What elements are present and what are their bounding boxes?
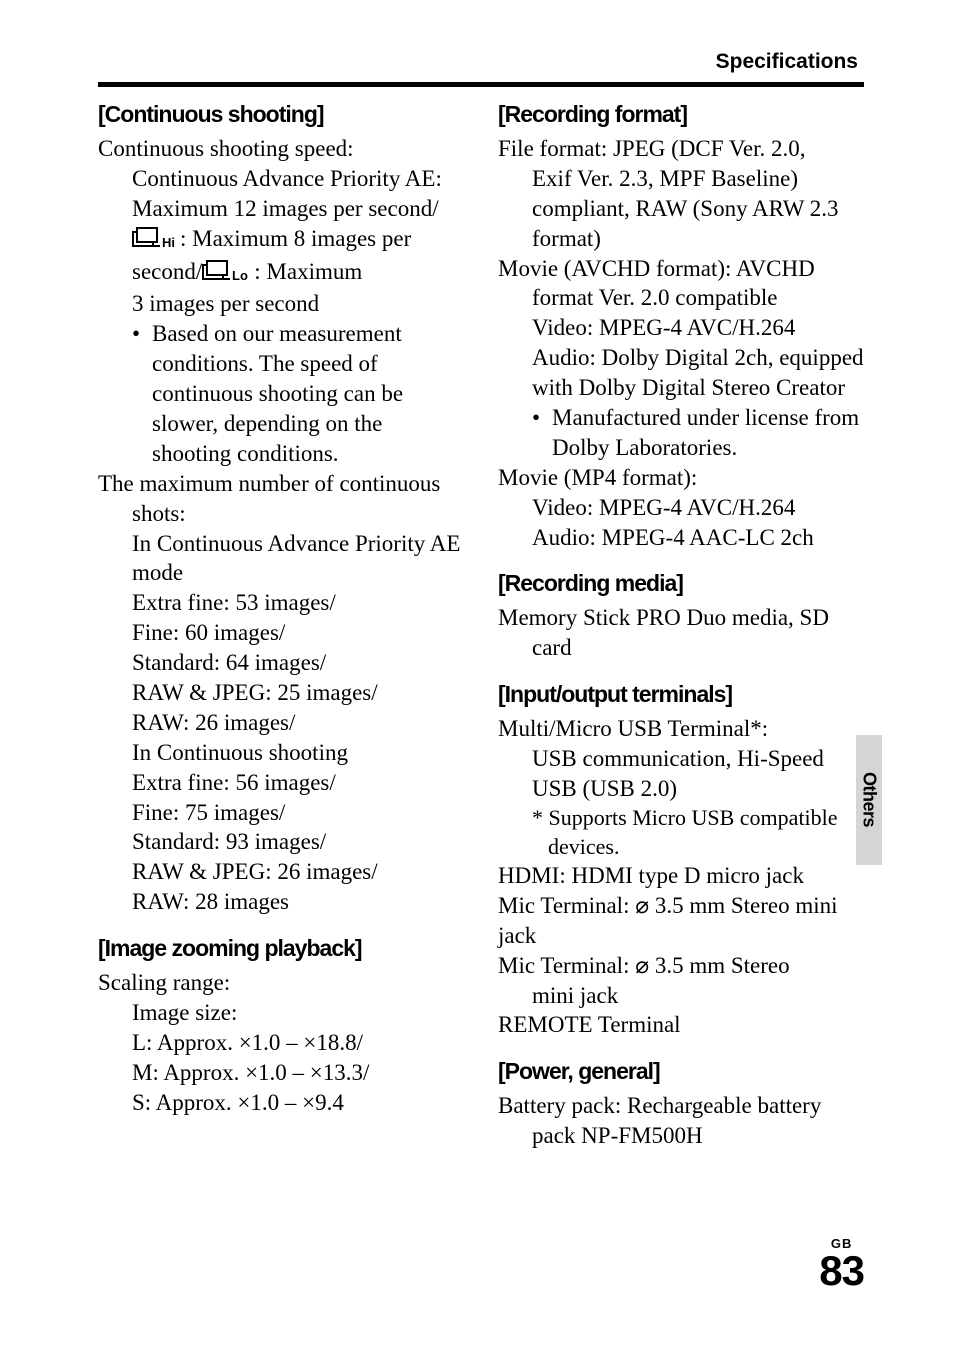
spec-line: L: Approx. ×1.0 – ×18.8/: [98, 1028, 464, 1058]
left-column: [Continuous shooting] Continuous shootin…: [98, 101, 464, 1151]
spec-line: Fine: 75 images/: [98, 798, 464, 828]
spec-text: Mic Terminal:: [498, 893, 635, 918]
section-io-terminals: [Input/output terminals]: [498, 681, 864, 708]
spec-footnote: devices.: [498, 833, 864, 862]
spec-bullet: • Manufactured under license from Dolby …: [498, 403, 864, 463]
spec-line: In Continuous shooting: [98, 738, 464, 768]
spec-line: card: [498, 633, 864, 663]
spec-line: RAW & JPEG: 26 images/: [98, 857, 464, 887]
side-tab-label: Others: [859, 772, 880, 827]
spec-line: In Continuous Advance Priority AE mode: [98, 529, 464, 589]
page-footer: GB 83: [819, 1236, 864, 1291]
spec-line: Audio: MPEG-4 AAC-LC 2ch: [498, 523, 864, 553]
spec-line: File format: JPEG (DCF Ver. 2.0,: [498, 134, 864, 164]
right-column: [Recording format] File format: JPEG (DC…: [498, 101, 864, 1151]
spec-footnote: * Supports Micro USB compatible: [498, 804, 864, 833]
page-number: 83: [819, 1251, 864, 1291]
spec-line: mini jack: [498, 981, 864, 1011]
spec-line: HDMI: HDMI type D micro jack: [498, 861, 864, 891]
spec-line: Video: MPEG-4 AVC/H.264: [498, 313, 864, 343]
svg-text:Lo: Lo: [232, 268, 248, 282]
diameter-icon: ⌀: [635, 952, 649, 978]
spec-line: Standard: 93 images/: [98, 827, 464, 857]
bullet-dot-icon: •: [532, 403, 552, 463]
spec-line: M: Approx. ×1.0 – ×13.3/: [98, 1058, 464, 1088]
spec-line: Extra fine: 53 images/: [98, 588, 464, 618]
spec-line: RAW: 28 images: [98, 887, 464, 917]
section-recording-media: [Recording media]: [498, 570, 864, 597]
spec-line: REMOTE Terminal: [498, 1010, 864, 1040]
spec-line: The maximum number of continuous: [98, 469, 464, 499]
spec-line: Video: MPEG-4 AVC/H.264: [498, 493, 864, 523]
spec-text: Based on our measurement conditions. The…: [152, 319, 464, 468]
spec-line: Movie (AVCHD format): AVCHD: [498, 254, 864, 284]
spec-line: Movie (MP4 format):: [498, 463, 864, 493]
spec-line: Fine: 60 images/: [98, 618, 464, 648]
spec-line: Extra fine: 56 images/: [98, 768, 464, 798]
spec-line: Mic Terminal: ⌀ 3.5 mm Stereo mini jack: [498, 891, 864, 951]
section-continuous-shooting: [Continuous shooting]: [98, 101, 464, 128]
burst-lo-icon: Lo: [202, 260, 252, 290]
spec-line: Audio: Dolby Digital 2ch, equipped with …: [498, 343, 864, 403]
spec-line: Multi/Micro USB Terminal*:: [498, 714, 864, 744]
spec-line: RAW: 26 images/: [98, 708, 464, 738]
spec-line: format Ver. 2.0 compatible: [498, 283, 864, 313]
bullet-dot-icon: •: [132, 319, 152, 468]
section-image-zooming: [Image zooming playback]: [98, 935, 464, 962]
spec-text: Manufactured under license from Dolby La…: [552, 403, 864, 463]
section-recording-format: [Recording format]: [498, 101, 864, 128]
spec-text: : Maximum: [254, 259, 362, 284]
spec-line: Image size:: [98, 998, 464, 1028]
spec-line: Continuous Advance Priority AE: Maximum …: [98, 164, 464, 224]
spec-line: Continuous shooting speed:: [98, 134, 464, 164]
diameter-icon: ⌀: [635, 892, 649, 918]
burst-hi-icon: Hi: [132, 227, 178, 257]
header-specifications: Specifications: [98, 50, 864, 82]
spec-line: Exif Ver. 2.3, MPF Baseline) compliant, …: [498, 164, 864, 254]
spec-line: Hi : Maximum 8 images per second/ Lo : M…: [98, 224, 464, 290]
spec-line: USB communication, Hi-Speed USB (USB 2.0…: [498, 744, 864, 804]
side-tab-others: Others: [856, 735, 882, 865]
svg-text:Hi: Hi: [162, 235, 175, 249]
spec-line: S: Approx. ×1.0 – ×9.4: [98, 1088, 464, 1118]
header-rule: [98, 82, 864, 87]
section-power-general: [Power, general]: [498, 1058, 864, 1085]
spec-bullet: • Based on our measurement conditions. T…: [98, 319, 464, 468]
spec-line: pack NP-FM500H: [498, 1121, 864, 1151]
spec-line: shots:: [98, 499, 464, 529]
spec-line: Scaling range:: [98, 968, 464, 998]
spec-line: 3 images per second: [98, 289, 464, 319]
spec-line: Memory Stick PRO Duo media, SD: [498, 603, 864, 633]
spec-line: Mic Terminal: ⌀ 3.5 mm Stereo: [498, 951, 864, 981]
spec-line: Standard: 64 images/: [98, 648, 464, 678]
spec-line: Battery pack: Rechargeable battery: [498, 1091, 864, 1121]
spec-line: RAW & JPEG: 25 images/: [98, 678, 464, 708]
